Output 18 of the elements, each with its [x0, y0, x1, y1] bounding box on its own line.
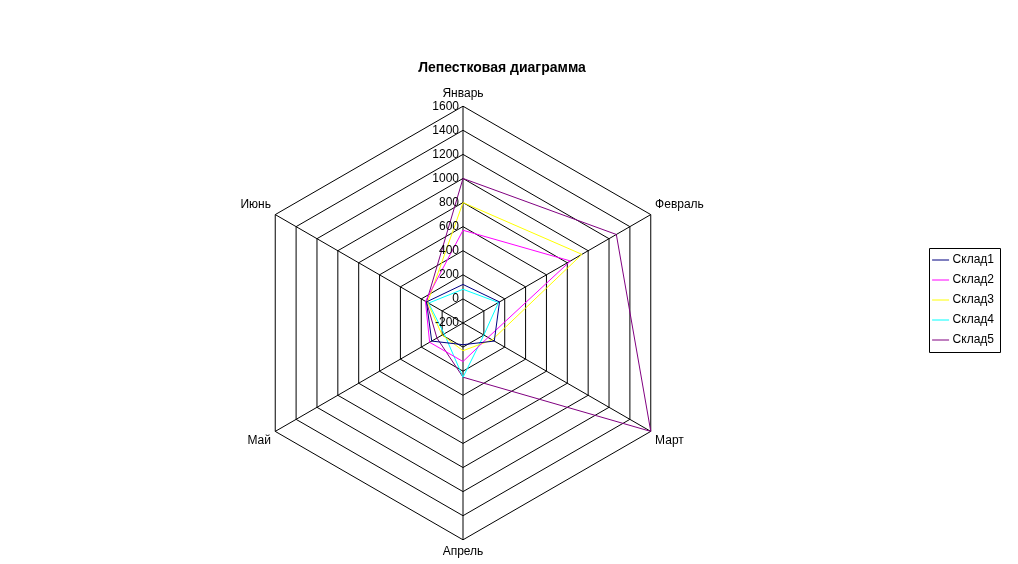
- spoke-label: Февраль: [655, 197, 704, 212]
- legend-label: Склад2: [952, 272, 995, 287]
- y-tick-label: 1600: [432, 98, 460, 113]
- chart-title: Лепестковая диаграмма: [418, 59, 587, 76]
- spoke-label: Март: [655, 433, 685, 448]
- y-tick-label: 200: [438, 267, 460, 282]
- spoke-label: Июнь: [240, 197, 271, 212]
- y-tick-label: 0: [452, 291, 460, 306]
- spoke-label: Январь: [442, 86, 484, 101]
- y-tick-label: 1000: [432, 170, 460, 185]
- legend-label: Склад4: [952, 312, 995, 327]
- y-tick-label: 1400: [432, 122, 460, 137]
- legend-label: Склад5: [952, 332, 995, 347]
- y-tick-label: 1200: [432, 146, 460, 161]
- spoke-label: Апрель: [442, 544, 484, 559]
- legend-label: Склад3: [952, 292, 995, 307]
- legend-label: Склад1: [952, 252, 995, 267]
- spoke-label: Май: [247, 433, 271, 448]
